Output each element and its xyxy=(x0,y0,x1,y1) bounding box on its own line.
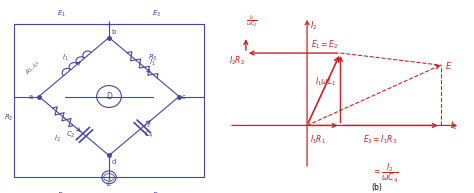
Text: $I_1R_1$: $I_1R_1$ xyxy=(310,134,326,146)
Text: $C_4$: $C_4$ xyxy=(144,130,154,140)
Text: $I_1$: $I_1$ xyxy=(149,58,156,68)
Text: $I_1\omega L_1$: $I_1\omega L_1$ xyxy=(315,76,337,88)
Text: $I_2$: $I_2$ xyxy=(55,134,61,144)
Text: D: D xyxy=(106,92,112,101)
Text: $R_2$: $R_2$ xyxy=(4,113,13,124)
Text: d: d xyxy=(112,159,116,165)
Text: $E_1 = E_2$: $E_1 = E_2$ xyxy=(311,38,339,51)
Text: $E$: $E$ xyxy=(445,60,452,71)
Text: $R_3$: $R_3$ xyxy=(148,53,157,63)
Text: $E_4$: $E_4$ xyxy=(152,191,161,193)
Text: $I_2$: $I_2$ xyxy=(310,19,318,32)
Text: $I_2R_2$: $I_2R_2$ xyxy=(229,54,245,67)
Text: $I_1$: $I_1$ xyxy=(62,53,69,63)
Text: a: a xyxy=(29,93,33,100)
Text: $I_2$: $I_2$ xyxy=(144,120,150,130)
Text: $E_2$: $E_2$ xyxy=(57,191,66,193)
Text: $= \dfrac{I_2}{\omega C_4}$: $= \dfrac{I_2}{\omega C_4}$ xyxy=(372,162,398,185)
Text: $E_3 = I_1R_3$: $E_3 = I_1R_3$ xyxy=(363,134,397,146)
Text: $\frac{I_2}{\omega C_2}$: $\frac{I_2}{\omega C_2}$ xyxy=(246,13,258,29)
Text: $R_1, L_1$: $R_1, L_1$ xyxy=(24,58,43,77)
Text: $E_3$: $E_3$ xyxy=(152,9,161,19)
Text: (b): (b) xyxy=(371,183,382,192)
Text: b: b xyxy=(112,29,116,35)
Text: $E$: $E$ xyxy=(106,179,112,188)
Text: $I_1$: $I_1$ xyxy=(450,119,457,132)
Text: $C_2$: $C_2$ xyxy=(66,130,76,140)
Text: c: c xyxy=(182,93,186,100)
Text: $E_1$: $E_1$ xyxy=(57,9,66,19)
